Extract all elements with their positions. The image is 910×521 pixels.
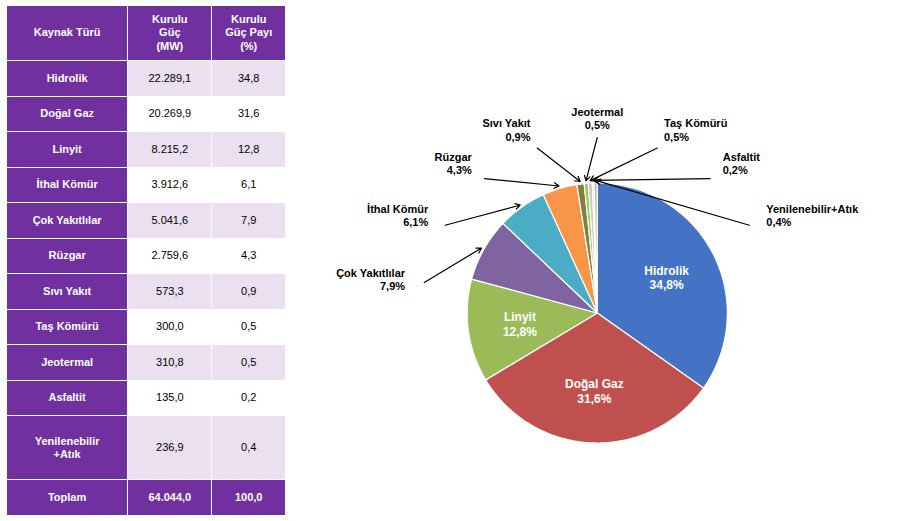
svg-text:Doğal Gaz31,6%: Doğal Gaz31,6%	[565, 377, 624, 405]
html-text:Rüzgar: Rüzgar	[48, 249, 86, 262]
html-text:0,5: 0,5	[241, 355, 257, 368]
html-text:8.215,2: 8.215,2	[151, 142, 189, 155]
svg-text:Sıvı Yakıt0,9%: Sıvı Yakıt0,9%	[482, 117, 530, 142]
html-text:0,9: 0,9	[241, 284, 257, 297]
svg-text:Rüzgar4,3%: Rüzgar4,3%	[435, 151, 473, 176]
html-text:İthal Kömür: İthal Kömür	[36, 178, 98, 191]
html-text:34,8: 34,8	[238, 71, 260, 84]
html-text:7,9: 7,9	[241, 213, 257, 226]
html-text:Kaynak Türü: Kaynak Türü	[33, 26, 101, 39]
html-text:20.269,9: 20.269,9	[148, 107, 192, 120]
html-text:0,4: 0,4	[241, 441, 257, 454]
html-text:Taş Kömürü: Taş Kömürü	[35, 320, 99, 333]
html-text:Doğal Gaz: Doğal Gaz	[40, 107, 94, 120]
html-text:236,9: 236,9	[156, 441, 184, 454]
svg-text:Taş Kömürü0,5%: Taş Kömürü0,5%	[664, 117, 727, 142]
html-text:100,0: 100,0	[234, 491, 263, 504]
html-text:Sıvı Yakıt: Sıvı Yakıt	[43, 284, 92, 297]
html-text:0,5: 0,5	[241, 320, 257, 333]
html-text:22.289,1: 22.289,1	[148, 71, 192, 84]
html-text:Yenilenebilir +Atık: Yenilenebilir +Atık	[34, 434, 100, 460]
svg-text:Yenilenebilir+Atık0,4%: Yenilenebilir+Atık0,4%	[766, 203, 859, 228]
html-text:Kurulu Güç (MW): Kurulu Güç (MW)	[152, 13, 188, 52]
svg-text:Asfaltit0,2%: Asfaltit0,2%	[723, 151, 761, 176]
html-text:135,0: 135,0	[156, 391, 184, 404]
html-text:Kurulu Güç Payı (%): Kurulu Güç Payı (%)	[225, 13, 273, 52]
html-text:573,3: 573,3	[156, 284, 184, 297]
svg-text:Jeotermal0,5%: Jeotermal0,5%	[571, 106, 623, 131]
html-text:12,8: 12,8	[238, 142, 260, 155]
html-text:6,1: 6,1	[241, 178, 257, 191]
svg-text:Linyit12,8%: Linyit12,8%	[503, 310, 537, 338]
html-text:Toplam: Toplam	[48, 491, 87, 504]
html-text:5.041,6: 5.041,6	[151, 213, 189, 226]
html-text:Jeotermal: Jeotermal	[41, 355, 94, 368]
html-text:3.912,6: 3.912,6	[151, 178, 189, 191]
html-text:2.759,6: 2.759,6	[151, 249, 189, 262]
html-text:Linyit: Linyit	[52, 142, 82, 155]
html-text:Asfaltit: Asfaltit	[48, 391, 86, 404]
svg-text:Çok Yakıtlılar7,9%: Çok Yakıtlılar7,9%	[336, 267, 406, 292]
html-text:0,2: 0,2	[241, 391, 257, 404]
html-text:31,6: 31,6	[238, 107, 260, 120]
html-text:4,3: 4,3	[241, 249, 257, 262]
html-text:300,0: 300,0	[156, 320, 184, 333]
html-text:Hidrolik: Hidrolik	[46, 71, 88, 84]
svg-text:Hidrolik34,8%: Hidrolik34,8%	[644, 264, 689, 292]
svg-text:İthal Kömür6,1%: İthal Kömür6,1%	[367, 203, 429, 228]
html-text:64.044,0: 64.044,0	[148, 491, 192, 504]
html-text:310,8: 310,8	[156, 355, 184, 368]
html-text:Çok Yakıtlılar: Çok Yakıtlılar	[32, 213, 102, 226]
